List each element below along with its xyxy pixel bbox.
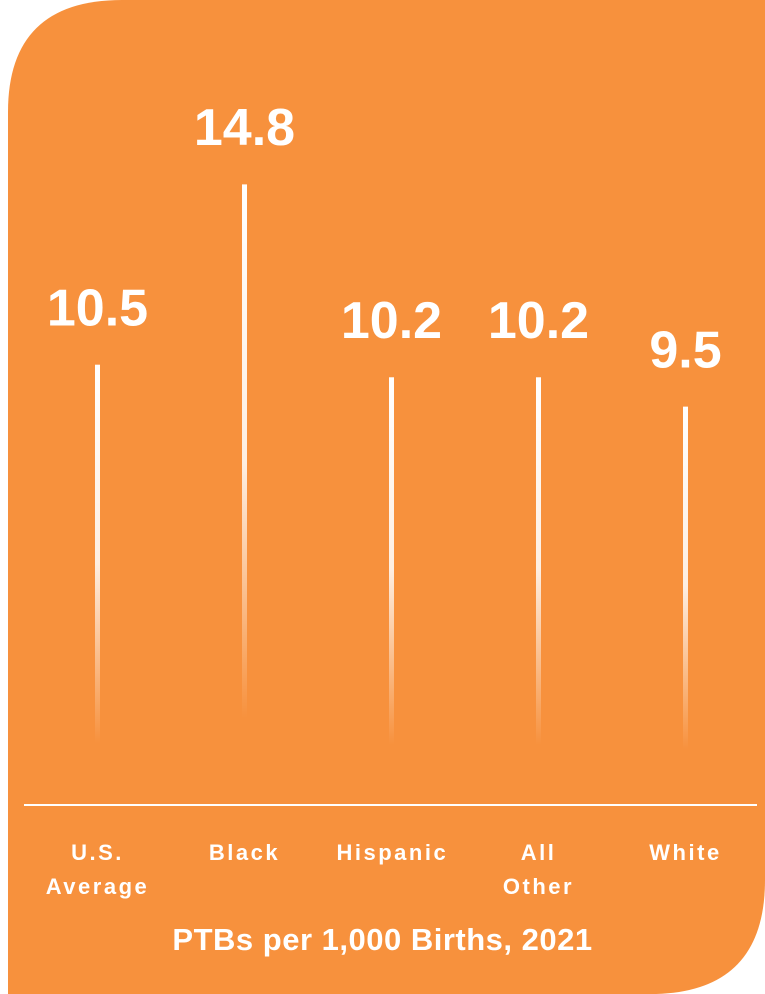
value-label: 9.5 <box>649 321 721 379</box>
chart-title: PTBs per 1,000 Births, 2021 <box>172 922 593 957</box>
x-tick-label: White <box>612 836 759 870</box>
bar <box>536 377 541 805</box>
value-label: 10.2 <box>488 292 589 350</box>
x-tick-label: Black <box>171 836 318 870</box>
category-text: All Other <box>502 840 575 899</box>
category-text: Hispanic <box>336 840 449 865</box>
x-tick-label: All Other <box>465 836 612 904</box>
bar <box>683 406 688 805</box>
bar <box>95 364 100 805</box>
x-tick-label: U.S. Average <box>24 836 171 904</box>
bar <box>389 377 394 805</box>
value-label: 14.8 <box>194 99 295 157</box>
value-label: 10.5 <box>47 279 148 337</box>
category-text: Black <box>208 840 281 865</box>
x-tick-label: Hispanic <box>318 836 465 870</box>
category-text: White <box>649 840 722 865</box>
background-panel <box>8 0 765 994</box>
category-text: U.S. Average <box>45 840 150 899</box>
bar <box>242 184 247 806</box>
value-label: 10.2 <box>341 292 442 350</box>
